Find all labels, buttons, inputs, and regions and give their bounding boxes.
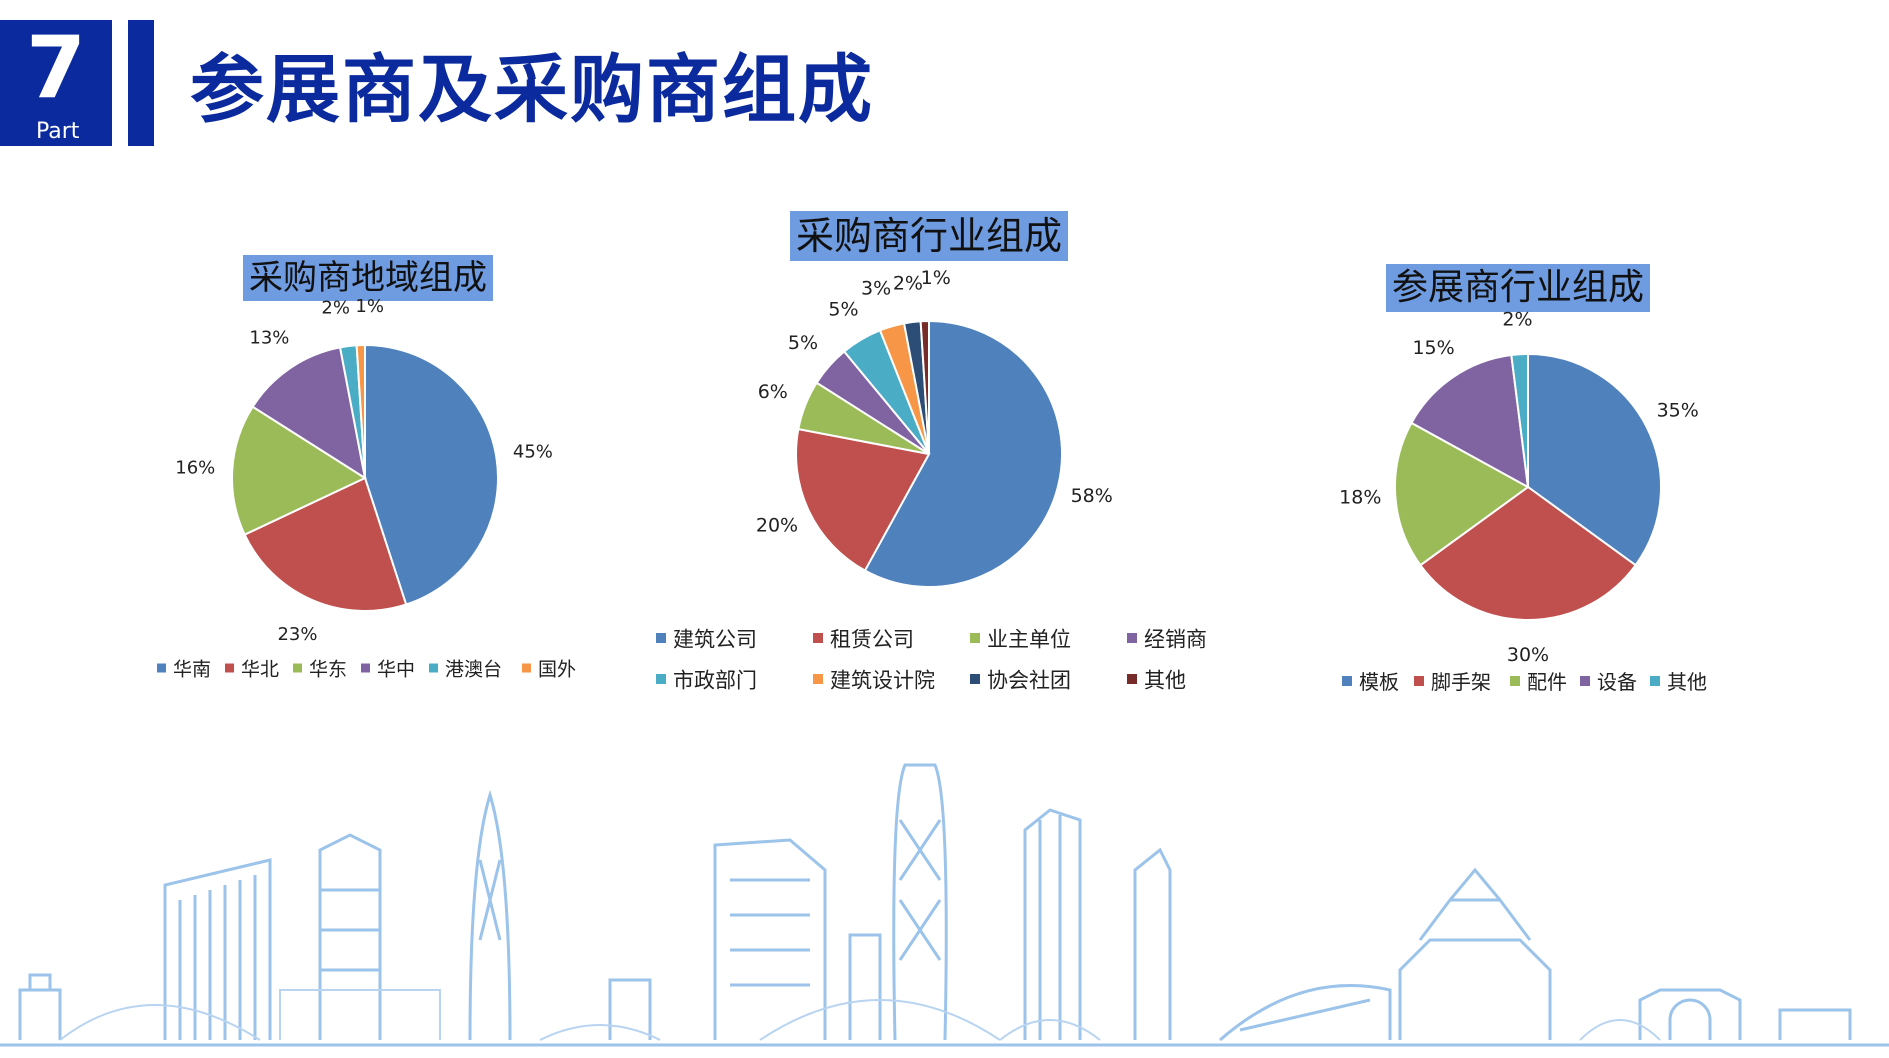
legend-swatch-华南 bbox=[157, 663, 166, 673]
pie-slice-国外 bbox=[355, 343, 366, 479]
legend-swatch-市政部门 bbox=[656, 674, 666, 684]
data-label-华中: 13% bbox=[249, 327, 289, 348]
data-label-协会社团: 2% bbox=[893, 272, 923, 294]
data-label-设备: 15% bbox=[1412, 337, 1454, 359]
pie-slice-脚手架 bbox=[1419, 485, 1637, 621]
pie-slice-其他 bbox=[919, 319, 930, 455]
legend-swatch-其他 bbox=[1650, 676, 1660, 686]
chart-title-exhibitor-industry: 参展商行业组成 bbox=[1386, 264, 1651, 312]
pie-chart-3: 35% 30% 18% 15% 2% 模板 脚手架 配件 设备 其他 bbox=[1339, 308, 1707, 694]
pie-slice-配件 bbox=[1394, 421, 1530, 567]
legend-label-租赁公司: 租赁公司 bbox=[830, 628, 914, 652]
legend-swatch-模板 bbox=[1342, 676, 1352, 686]
legend-label-经销商: 经销商 bbox=[1144, 628, 1207, 652]
legend-swatch-华东 bbox=[293, 663, 302, 673]
pie-slice-华南 bbox=[364, 343, 499, 606]
legend-label-模板: 模板 bbox=[1359, 670, 1399, 694]
legend-label-其他: 其他 bbox=[1667, 670, 1707, 694]
data-label-建筑设计院: 3% bbox=[861, 278, 891, 300]
legend-swatch-建筑公司 bbox=[656, 633, 666, 643]
pie-slice-模板 bbox=[1527, 352, 1662, 567]
legend-label-业主单位: 业主单位 bbox=[987, 628, 1071, 652]
legend-swatch-脚手架 bbox=[1414, 676, 1424, 686]
data-label-租赁公司: 20% bbox=[756, 515, 798, 537]
legend-label-协会社团: 协会社团 bbox=[987, 669, 1071, 693]
title-accent-bar bbox=[128, 20, 154, 146]
legend-swatch-建筑设计院 bbox=[813, 674, 823, 684]
data-label-脚手架: 30% bbox=[1507, 644, 1549, 666]
legend-label-华北: 华北 bbox=[241, 659, 279, 681]
page-title: 参展商及采购商组成 bbox=[190, 47, 874, 133]
legend-label-设备: 设备 bbox=[1597, 670, 1637, 694]
data-label-经销商: 5% bbox=[788, 332, 818, 354]
data-label-模板: 35% bbox=[1657, 400, 1699, 422]
legend-label-脚手架: 脚手架 bbox=[1431, 670, 1491, 694]
pie-slice-华东 bbox=[231, 405, 368, 536]
pie-chart-1: 45% 23% 16% 13% 2% 1% 华南 华北 华东 华中 港澳台 国外 bbox=[157, 296, 576, 681]
pie-slice-华中 bbox=[251, 346, 367, 481]
data-label-其他: 1% bbox=[921, 267, 951, 289]
legend-label-华中: 华中 bbox=[377, 659, 415, 681]
chart-title-buyer-region: 采购商地域组成 bbox=[243, 255, 493, 301]
legend-label-华南: 华南 bbox=[173, 659, 211, 681]
legend-label-建筑设计院: 建筑设计院 bbox=[830, 669, 935, 693]
data-label-其他: 2% bbox=[1502, 308, 1532, 330]
city-skyline-illustration bbox=[0, 763, 1889, 1047]
chart-title-buyer-industry: 采购商行业组成 bbox=[790, 211, 1069, 261]
legend-label-建筑公司: 建筑公司 bbox=[673, 628, 757, 652]
data-label-建筑公司: 58% bbox=[1071, 485, 1113, 507]
pie-slice-建筑公司 bbox=[863, 319, 1064, 588]
pie-slice-设备 bbox=[1410, 353, 1530, 489]
data-label-市政部门: 5% bbox=[828, 298, 858, 320]
data-label-华南: 45% bbox=[513, 441, 553, 462]
part-badge: 7 Part bbox=[0, 20, 112, 146]
part-label: Part bbox=[36, 119, 80, 144]
legend-label-配件: 配件 bbox=[1527, 670, 1567, 694]
legend-swatch-国外 bbox=[522, 663, 531, 673]
legend-swatch-业主单位 bbox=[970, 633, 980, 643]
legend-swatch-其他 bbox=[1127, 674, 1137, 684]
legend-swatch-配件 bbox=[1510, 676, 1520, 686]
legend-swatch-租赁公司 bbox=[813, 633, 823, 643]
pie-slice-租赁公司 bbox=[795, 427, 931, 572]
pie-slice-其他 bbox=[1510, 352, 1529, 488]
legend-swatch-经销商 bbox=[1127, 633, 1137, 643]
data-label-业主单位: 6% bbox=[758, 381, 788, 403]
pie-slice-华北 bbox=[243, 476, 408, 612]
legend-label-市政部门: 市政部门 bbox=[673, 669, 757, 693]
data-label-港澳台: 2% bbox=[321, 297, 350, 318]
pie-charts: 45%23%16%13%2% 1%华南 华北 华东 华中 港澳台 国外58%20%6%5%5… bbox=[157, 267, 1707, 694]
legend-swatch-华中 bbox=[361, 663, 370, 673]
legend-swatch-港澳台 bbox=[429, 663, 438, 673]
legend-label-国外: 国外 bbox=[538, 659, 576, 681]
legend-swatch-华北 bbox=[225, 663, 234, 673]
legend-label-港澳台: 港澳台 bbox=[445, 659, 502, 681]
data-label-华东: 16% bbox=[175, 457, 215, 478]
data-label-华北: 23% bbox=[277, 624, 317, 645]
legend-swatch-设备 bbox=[1580, 676, 1590, 686]
data-label-配件: 18% bbox=[1339, 487, 1381, 509]
legend-label-华东: 华东 bbox=[309, 659, 347, 681]
part-number: 7 bbox=[26, 18, 86, 118]
data-label-国外: 1% bbox=[355, 296, 384, 317]
legend-swatch-协会社团 bbox=[970, 674, 980, 684]
legend-label-其他: 其他 bbox=[1144, 669, 1186, 693]
